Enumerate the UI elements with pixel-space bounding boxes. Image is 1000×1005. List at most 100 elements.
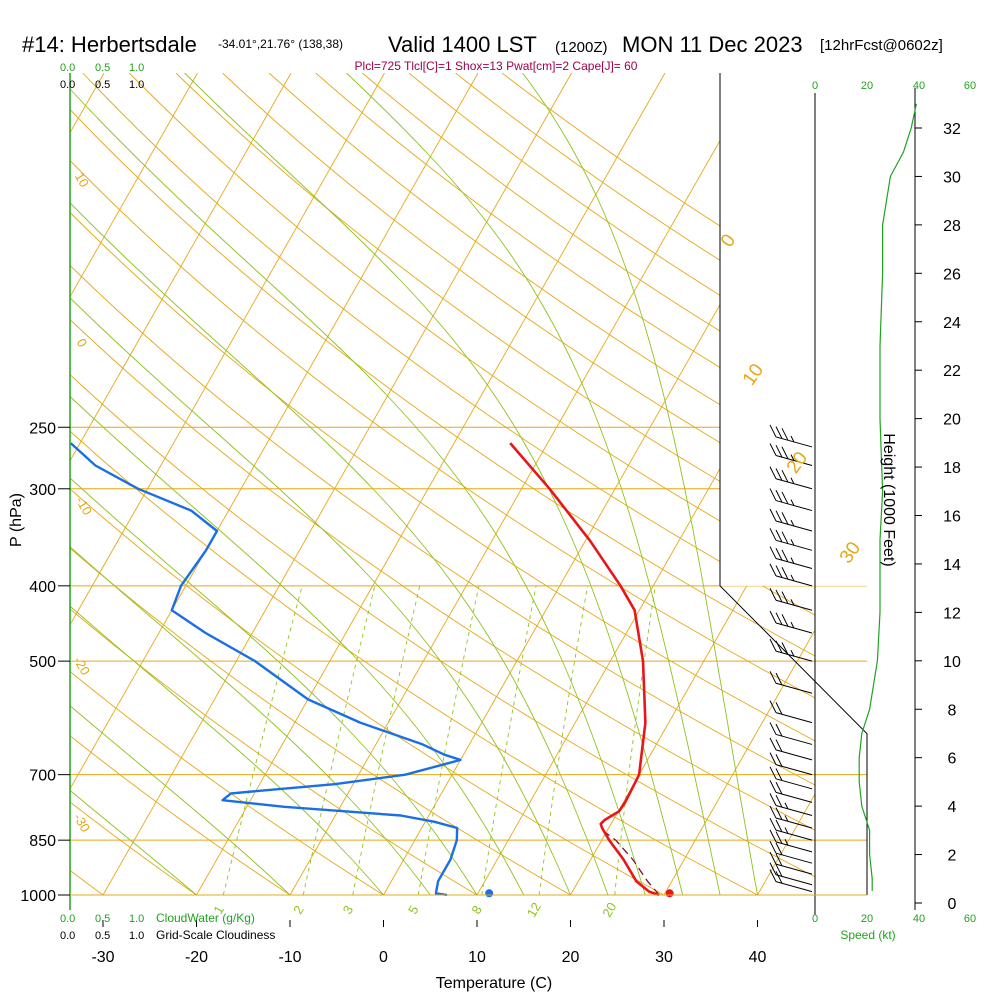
wind-barb <box>770 830 812 852</box>
height-tick-label: 4 <box>948 799 957 816</box>
cloudiness-bottom-2: 1.0 <box>129 930 144 942</box>
isotherm-line <box>10 73 479 895</box>
dewpoint-line <box>71 443 461 895</box>
mixing-ratio-label: 5 <box>405 903 422 917</box>
speed-bottom-1: 20 <box>861 913 873 925</box>
theta-label: 10 <box>72 170 92 190</box>
pressure-tick-label: 250 <box>29 420 56 437</box>
temp-tick-label: 0 <box>379 949 388 966</box>
barb-flag <box>770 671 776 683</box>
temp-tick-label: -30 <box>91 949 114 966</box>
barb-flag <box>770 852 776 864</box>
moist-adiabat <box>0 71 571 895</box>
dry-adiabat <box>0 73 664 895</box>
theta-label: 0 <box>74 336 91 350</box>
wind-barb <box>770 767 812 789</box>
temp-tick-label: 20 <box>562 949 580 966</box>
height-tick-label: 6 <box>948 751 957 768</box>
dry-adiabat <box>362 73 1000 895</box>
height-tick-label: 26 <box>943 266 961 283</box>
station-title: #14: Herbertsdale <box>22 32 197 57</box>
thermo-grid <box>0 71 1000 895</box>
dry-adiabat <box>0 73 477 895</box>
temp-tick-label: 30 <box>655 949 673 966</box>
mixing-ratio-label: 20 <box>599 900 619 920</box>
cloudiness-bottom-0: 0.0 <box>60 930 75 942</box>
isotherm-line <box>197 73 666 895</box>
wind-barb <box>770 738 812 760</box>
speed-bottom-3: 60 <box>964 913 976 925</box>
cloudiness-top-1: 0.5 <box>95 79 110 91</box>
pressure-tick-label: 500 <box>29 654 56 671</box>
cloudiness-top-2: 1.0 <box>129 79 144 91</box>
isotherm-line <box>0 73 385 895</box>
moist-adiabat <box>0 71 430 895</box>
height-tick-label: 28 <box>943 218 961 235</box>
wind-barb <box>770 588 812 610</box>
barb-flag <box>770 738 776 750</box>
isotherm-line <box>0 73 11 895</box>
speed-bottom-0: 0 <box>812 913 818 925</box>
stability-indices: Plcl=725 Tlcl[C]=1 Shox=13 Pwat[cm]=2 Ca… <box>355 59 638 73</box>
height-tick-label: 0 <box>948 896 957 913</box>
height-tick-label: 22 <box>943 363 961 380</box>
height-tick-label: 16 <box>943 509 961 526</box>
height-tick-label: 30 <box>943 169 961 186</box>
isotherm-line <box>945 73 1000 895</box>
temp-tick-label: -10 <box>278 949 301 966</box>
barb-flag <box>770 588 776 600</box>
surface-temperature-dot <box>666 889 674 897</box>
dry-adiabat <box>176 73 1000 895</box>
barb-flag <box>770 611 776 623</box>
moist-adiabat <box>183 71 683 895</box>
wind-barb <box>770 780 812 802</box>
surface-dewpoint-dot <box>485 889 493 897</box>
barb-flag <box>770 841 776 853</box>
speed-top-3: 60 <box>964 80 976 92</box>
cloudwater-bottom-2: 1.0 <box>129 913 144 925</box>
height-tick-label: 2 <box>948 848 957 865</box>
cloudiness-top-0: 0.0 <box>60 79 75 91</box>
pressure-tick-label: 850 <box>29 833 56 850</box>
height-tick-label: 10 <box>943 654 961 671</box>
height-tick-label: 14 <box>943 557 961 574</box>
mixing-ratio-line <box>223 586 302 895</box>
pressure-tick-label: 400 <box>29 579 56 596</box>
moist-adiabat <box>0 71 384 895</box>
speed-top-2: 40 <box>913 80 925 92</box>
cloudwater-top-1: 0.5 <box>95 62 110 74</box>
temperature-line <box>510 443 659 895</box>
wind-barb <box>770 701 812 723</box>
y-axis-title: P (hPa) <box>8 493 25 547</box>
cloudwater-bottom-label: CloudWater (g/Kg) <box>156 911 255 925</box>
dry-adiabat <box>409 73 1000 895</box>
theta-label: -20 <box>71 654 93 678</box>
valid-date: MON 11 Dec 2023 <box>622 32 803 57</box>
pressure-tick-label: 300 <box>29 482 56 499</box>
wind-barb <box>770 611 812 633</box>
y2-axis-title: Height (1000 Feet) <box>880 433 897 566</box>
barb-flag <box>770 780 776 792</box>
speed-bottom-2: 40 <box>913 913 925 925</box>
wind-barb <box>770 753 812 775</box>
wind-barb <box>770 852 812 874</box>
wind-barb <box>770 671 812 693</box>
height-tick-label: 12 <box>943 605 961 622</box>
height-tick-label: 20 <box>943 412 961 429</box>
pressure-tick-label: 1000 <box>20 888 56 905</box>
theta-label: -30 <box>71 811 93 835</box>
mixing-ratio-line <box>482 586 536 895</box>
x-axis-title: Temperature (C) <box>436 975 552 992</box>
speed-top-1: 20 <box>861 80 873 92</box>
mixing-ratio-label: 3 <box>340 903 357 917</box>
dry-adiabat <box>0 73 384 895</box>
mixing-ratio-label: 8 <box>468 903 485 917</box>
temp-tick-label: 40 <box>749 949 767 966</box>
wind-barb <box>770 841 812 863</box>
mixing-ratio-label: 2 <box>290 903 307 917</box>
cloudwater-bottom-0: 0.0 <box>60 913 75 925</box>
upper-right-mask <box>720 73 875 586</box>
barb-flag <box>770 722 776 734</box>
dry-adiabat <box>0 73 758 895</box>
height-tick-label: 8 <box>948 702 957 719</box>
